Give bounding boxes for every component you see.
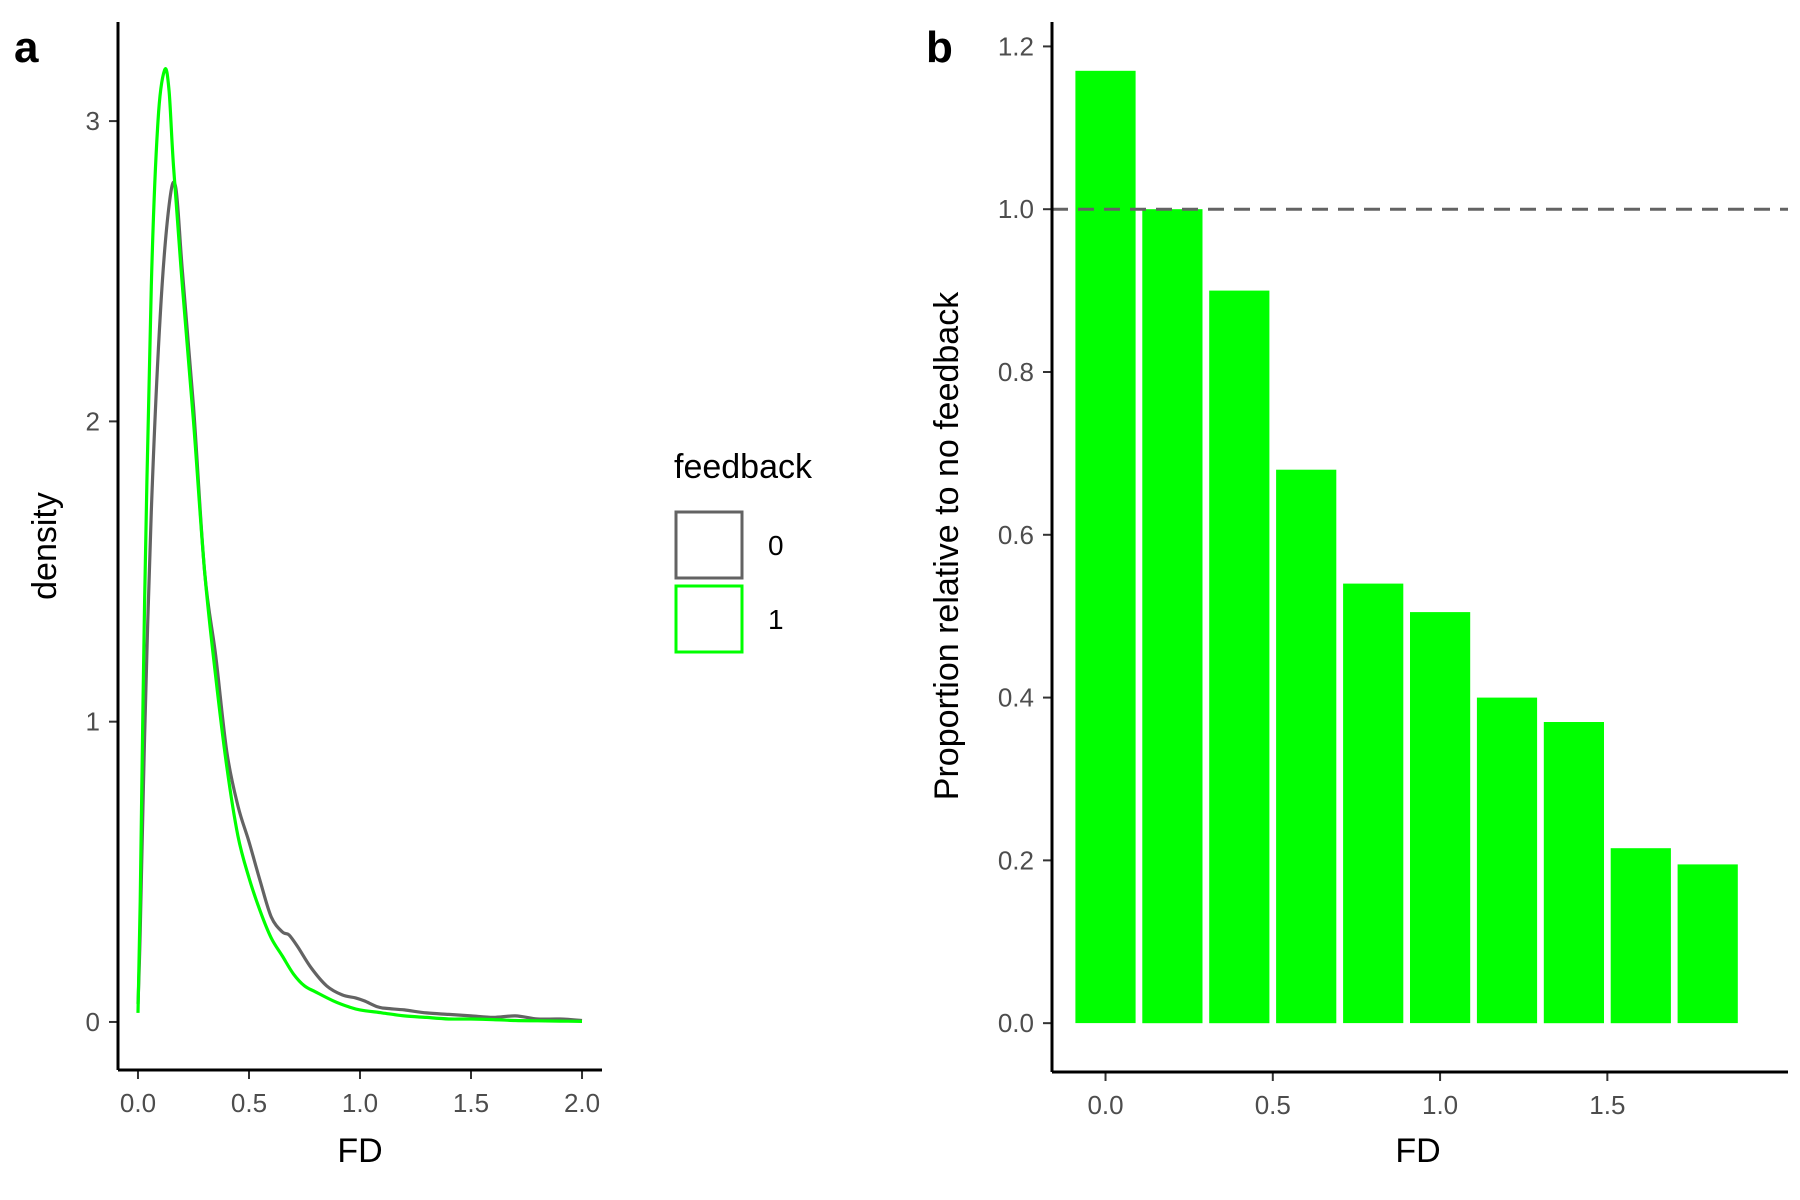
legend-label-1: 1 — [768, 604, 784, 635]
panel-b-x-tick-label: 0.0 — [1087, 1090, 1123, 1120]
panel-b-y-tick-label: 0.8 — [998, 357, 1034, 387]
panel-b-x-tick-label: 1.5 — [1589, 1090, 1625, 1120]
bar — [1209, 290, 1270, 1024]
panel-a-x-tick-label: 1.0 — [342, 1088, 378, 1118]
panel-b-y-tick-label: 0.4 — [998, 683, 1034, 713]
bar — [1276, 469, 1337, 1024]
panel-a-y-tick-label: 3 — [86, 106, 100, 136]
bar — [1410, 612, 1471, 1024]
density-line-feedback-0 — [136, 180, 583, 1023]
panel-b-x-tick-label: 1.0 — [1422, 1090, 1458, 1120]
bar — [1075, 70, 1136, 1024]
bar — [1142, 209, 1203, 1024]
panel-a-x-tick-label: 0.5 — [231, 1088, 267, 1118]
panel-a-x-tick-label: 1.5 — [453, 1088, 489, 1118]
panel-a-x-title: FD — [337, 1132, 382, 1170]
bar — [1343, 583, 1404, 1024]
bar — [1610, 848, 1671, 1024]
density-line-feedback-1 — [136, 67, 583, 1023]
panel-b-x-title: FD — [1395, 1132, 1440, 1170]
panel-a-series — [136, 67, 583, 1023]
bar — [1476, 697, 1538, 1024]
panel-a-tag: a — [14, 23, 39, 72]
panel-b-tag: b — [926, 23, 953, 72]
bar — [1677, 864, 1738, 1024]
legend-label-0: 0 — [768, 530, 784, 561]
panel-a-ticks: 0.0 0.5 1.0 1.5 2.0 0 1 2 3 — [86, 106, 601, 1118]
panel-a-y-tick-label: 2 — [86, 406, 100, 436]
legend: feedback 0 1 — [674, 448, 813, 654]
panel-b-bars — [1075, 70, 1738, 1024]
panel-b-ticks: 0.0 0.5 1.0 1.5 0.0 0.2 0.4 0.6 0.8 1.0 1.2 — [998, 31, 1626, 1120]
panel-b-y-tick-label: 0.6 — [998, 520, 1034, 550]
panel-a-y-title: density — [26, 492, 64, 600]
panel-a-y-tick-label: 1 — [86, 707, 100, 737]
panel-b-y-tick-label: 0.0 — [998, 1008, 1034, 1038]
panel-b-y-tick-label: 1.0 — [998, 194, 1034, 224]
panel-b: b 0.0 0.5 1.0 1.5 0.0 0.2 0.4 0.6 0.8 1.0 1.2 FD P… — [926, 22, 1788, 1170]
panel-b-y-tick-label: 0.2 — [998, 845, 1034, 875]
panel-b-y-title: Proportion relative to no feedback — [928, 291, 966, 800]
panel-a-y-tick-label: 0 — [86, 1007, 100, 1037]
panel-a: a 0.0 0.5 1.0 1.5 2.0 0 1 2 3 FD density — [14, 22, 602, 1170]
bar — [1543, 722, 1604, 1024]
panel-a-x-tick-label: 2.0 — [564, 1088, 600, 1118]
panel-b-x-tick-label: 0.5 — [1255, 1090, 1291, 1120]
legend-key-0 — [674, 510, 744, 580]
panel-a-x-tick-label: 0.0 — [120, 1088, 156, 1118]
legend-key-1 — [674, 584, 744, 654]
panel-b-y-tick-label: 1.2 — [998, 31, 1034, 61]
legend-title: feedback — [674, 448, 813, 486]
